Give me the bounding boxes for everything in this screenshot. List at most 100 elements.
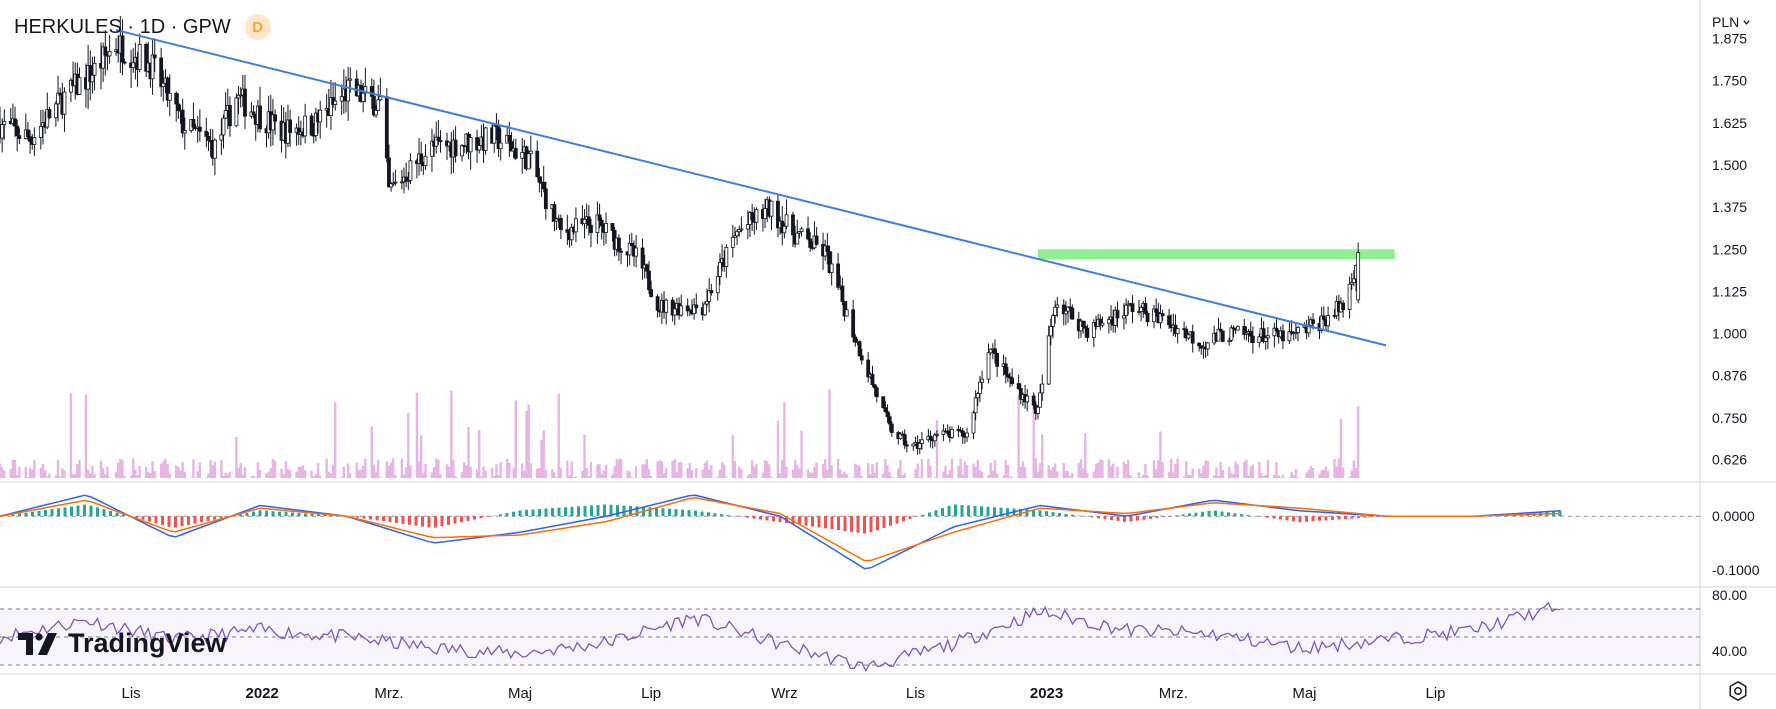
macd-histogram-bar xyxy=(713,513,717,517)
macd-histogram-bar xyxy=(778,516,782,523)
currency-selector[interactable]: PLN xyxy=(1712,14,1751,30)
volume-bar xyxy=(177,466,180,478)
time-axis-label: Lis xyxy=(121,685,140,702)
volume-bar xyxy=(153,471,156,478)
candle-body xyxy=(1091,322,1096,338)
tradingview-logo[interactable]: TradingView xyxy=(18,628,227,659)
macd-histogram-bar xyxy=(1227,512,1230,517)
macd-histogram-bar xyxy=(492,515,496,517)
volume-bar xyxy=(1008,476,1012,478)
candle-body xyxy=(434,136,439,147)
volume-bar xyxy=(781,459,784,478)
volume-bar xyxy=(695,468,698,478)
candle-body xyxy=(212,139,217,159)
volume-bar xyxy=(808,472,812,478)
volume-bar xyxy=(512,468,515,478)
volume-bar xyxy=(1189,474,1192,478)
volume-bar xyxy=(280,468,283,478)
macd-histogram-bar xyxy=(369,516,372,520)
candle-body xyxy=(582,218,587,225)
volume-bar xyxy=(407,412,410,478)
volume-bar xyxy=(15,474,19,478)
volume-bar xyxy=(467,427,470,478)
macd-histogram-bar xyxy=(954,504,957,517)
macd-histogram-bar xyxy=(427,516,431,528)
time-axis-label: Maj xyxy=(508,685,532,702)
macd-histogram-bar xyxy=(1344,516,1347,520)
volume-bar xyxy=(99,460,103,478)
volume-bar xyxy=(1292,474,1295,478)
macd-histogram-bar xyxy=(460,516,463,523)
macd-histogram-bar xyxy=(895,516,899,524)
candle-body xyxy=(853,336,858,343)
volume-bar xyxy=(755,463,758,478)
volume-bar xyxy=(1056,471,1059,478)
volume-bar xyxy=(718,469,722,478)
volume-bar xyxy=(899,460,902,478)
volume-bar xyxy=(557,393,560,478)
volume-bar xyxy=(875,462,878,478)
volume-bar xyxy=(452,459,455,478)
volume-bar xyxy=(1079,459,1083,478)
volume-bar xyxy=(86,469,90,478)
candle-body xyxy=(468,137,473,153)
volume-bar xyxy=(1333,459,1336,478)
volume-bar xyxy=(935,420,939,478)
candle-body xyxy=(1083,326,1088,329)
time-axis-label: Lis xyxy=(906,685,925,702)
volume-bar xyxy=(18,466,21,478)
macd-histogram-bar xyxy=(310,513,314,517)
volume-bar xyxy=(357,469,361,478)
volume-bar xyxy=(725,476,728,478)
volume-bar xyxy=(796,464,799,478)
candle-body xyxy=(692,304,697,315)
volume-bar xyxy=(1096,462,1100,478)
macd-histogram-bar xyxy=(993,507,996,517)
volume-bar xyxy=(1066,471,1070,478)
candle-body xyxy=(1139,306,1144,312)
candle-body xyxy=(1248,331,1253,337)
volume-bar xyxy=(13,460,17,478)
candle-body xyxy=(730,237,735,248)
volume-bar xyxy=(286,468,290,478)
macd-histogram-bar xyxy=(31,511,34,517)
candle-body xyxy=(707,290,712,302)
volume-bar xyxy=(521,463,524,478)
candle-body xyxy=(15,125,20,136)
macd-histogram-bar xyxy=(1038,510,1042,517)
macd-histogram-bar xyxy=(297,512,301,517)
macd-histogram-bar xyxy=(1324,516,1328,521)
candle-body xyxy=(552,204,557,222)
volume-bar xyxy=(869,473,872,478)
volume-bar xyxy=(284,461,288,478)
volume-bar xyxy=(1157,460,1160,478)
candle-body xyxy=(672,308,677,316)
candle-body xyxy=(53,103,58,119)
delayed-data-badge[interactable]: D xyxy=(244,14,271,40)
candle-body xyxy=(679,305,684,316)
volume-bar xyxy=(1131,477,1134,478)
macd-histogram-bar xyxy=(1142,516,1146,520)
volume-bar xyxy=(1279,477,1283,478)
macd-histogram-bar xyxy=(518,510,522,517)
candle-body xyxy=(1229,327,1234,341)
candle-body xyxy=(537,176,542,183)
volume-bar xyxy=(1354,468,1358,478)
candle-body xyxy=(685,305,690,312)
time-axis-label: Lip xyxy=(1426,685,1446,702)
volume-bar xyxy=(1026,477,1029,478)
macd-histogram-bar xyxy=(960,504,964,517)
candle-body xyxy=(1311,319,1315,324)
volume-bar xyxy=(903,472,906,478)
macd-histogram-bar xyxy=(635,506,639,517)
macd-histogram-bar xyxy=(661,508,665,517)
macd-histogram-bar xyxy=(583,505,587,517)
candle-body xyxy=(191,118,196,128)
volume-bar xyxy=(228,471,232,478)
volume-bar xyxy=(688,463,692,478)
tradingview-logo-text: TradingView xyxy=(68,628,227,658)
gear-icon[interactable] xyxy=(1727,680,1749,702)
candle-body xyxy=(32,136,37,145)
volume-bar xyxy=(499,461,502,478)
